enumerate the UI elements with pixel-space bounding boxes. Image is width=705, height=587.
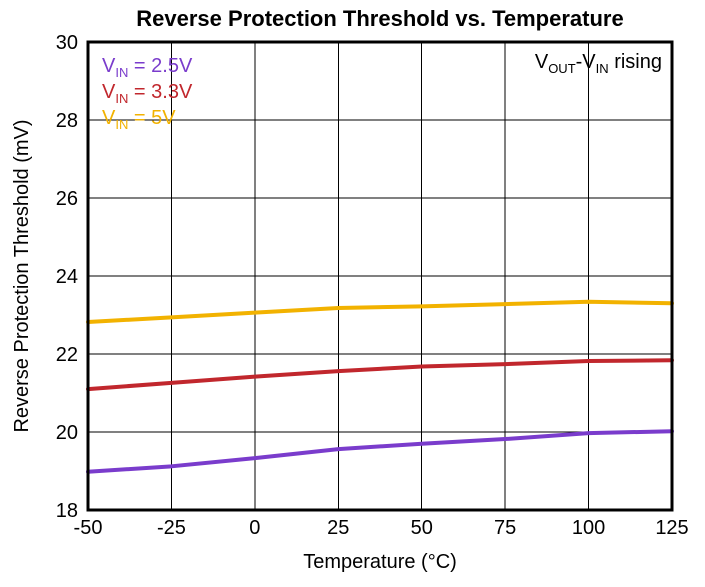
xtick-label: -25: [157, 517, 186, 539]
chart-container: { "chart": { "type": "line", "title": "R…: [0, 0, 705, 587]
xtick-label: 25: [327, 517, 349, 539]
xtick-label: 75: [494, 517, 516, 539]
xtick-label: 0: [249, 517, 260, 539]
ytick-label: 18: [56, 500, 78, 522]
xtick-label: 100: [572, 517, 605, 539]
ytick-label: 24: [56, 266, 78, 288]
x-axis-label: Temperature (°C): [303, 551, 457, 573]
xtick-label: 125: [655, 517, 688, 539]
ytick-label: 26: [56, 188, 78, 210]
ytick-label: 30: [56, 32, 78, 54]
legend-item-2: VIN = 5V: [102, 107, 176, 132]
ytick-label: 28: [56, 110, 78, 132]
y-axis-label: Reverse Protection Threshold (mV): [11, 119, 33, 432]
ytick-label: 22: [56, 344, 78, 366]
xtick-label: 50: [411, 517, 433, 539]
ytick-label: 20: [56, 422, 78, 444]
line-chart: Reverse Protection Threshold vs. Tempera…: [0, 0, 705, 587]
chart-title: Reverse Protection Threshold vs. Tempera…: [136, 6, 623, 31]
